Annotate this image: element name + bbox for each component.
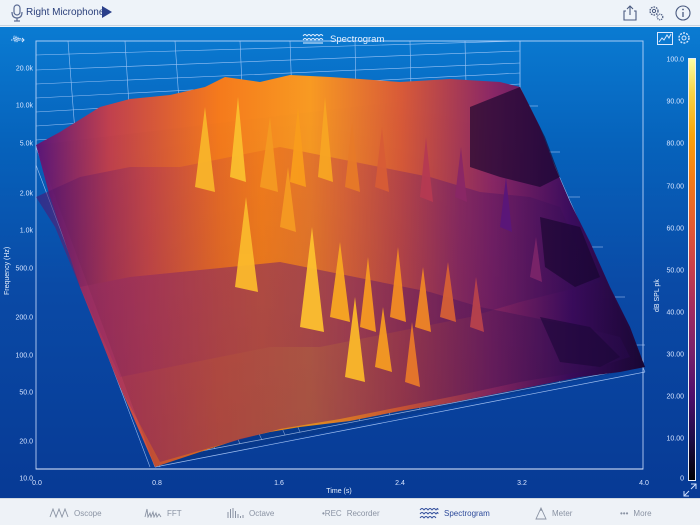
x-tick-label: 0.0: [32, 480, 42, 487]
colorbar-tick: 70.00: [666, 183, 684, 191]
more-dots-icon: •••: [620, 508, 629, 518]
y-tick-label: 20.0: [19, 438, 33, 446]
colorbar-tick: 30.00: [666, 351, 684, 359]
colorbar-tick: 10.00: [666, 435, 684, 443]
view-title: Spectrogram: [330, 34, 385, 45]
bottom-tab-bar: Oscope FFT Octave •REC Recorder Spectrog…: [0, 498, 700, 525]
y-tick-label: 5.0k: [19, 140, 33, 148]
colorbar-tick: 20.00: [666, 393, 684, 401]
gear-icon[interactable]: [677, 31, 691, 45]
y-tick-label: 10.0: [19, 475, 33, 483]
microphone-icon[interactable]: [10, 4, 24, 22]
spectrogram-icon: [302, 34, 324, 44]
tab-label: Oscope: [74, 508, 102, 518]
colorbar-tick: 100.0: [666, 56, 684, 64]
x-tick-label: 1.6: [274, 480, 284, 487]
x-tick-label: 4.0: [639, 480, 649, 487]
y-tick-label: 500.0: [15, 265, 33, 273]
input-source-label[interactable]: Right Microphone: [26, 7, 105, 18]
y-tick-label: 50.0: [19, 389, 33, 397]
colorbar-tick: 80.00: [666, 140, 684, 148]
graph-display-icon[interactable]: [657, 32, 673, 45]
tab-label: Octave: [249, 508, 275, 518]
expand-icon[interactable]: [683, 483, 697, 497]
share-icon[interactable]: [621, 4, 639, 22]
colorbar-title: dB SPL pk: [654, 279, 661, 312]
y-tick-label: 2.0k: [19, 190, 33, 198]
meter-icon: [535, 506, 547, 519]
tab-label: More: [633, 508, 652, 518]
tab-oscope[interactable]: Oscope: [49, 505, 102, 521]
colorbar-tick: 60.00: [666, 225, 684, 233]
tab-recorder[interactable]: •REC Recorder: [322, 505, 380, 521]
tab-label: Spectrogram: [444, 508, 490, 518]
x-tick-label: 0.8: [152, 480, 162, 487]
y-tick-label: 10.0k: [15, 102, 33, 110]
colorbar-tick: 90.00: [666, 98, 684, 106]
signal-waveform-icon[interactable]: [10, 34, 28, 44]
x-tick-label: 3.2: [517, 480, 527, 487]
oscilloscope-icon: [49, 508, 69, 518]
spectrogram-3d-plot[interactable]: [0, 27, 700, 498]
y-tick-label: 200.0: [15, 314, 33, 322]
y-tick-label: 1.0k: [19, 227, 33, 235]
tab-label: Meter: [552, 508, 573, 518]
tab-meter[interactable]: Meter: [535, 505, 572, 521]
colorbar-tick: 0: [680, 475, 684, 483]
spectrogram-view: Spectrogram: [0, 27, 700, 498]
x-tick-label: 2.4: [395, 480, 405, 487]
top-navigation-bar: Right Microphone: [0, 0, 700, 26]
record-icon: •REC: [322, 508, 342, 518]
fft-icon: [144, 508, 162, 518]
y-tick-label: 20.0k: [15, 65, 33, 73]
spectrogram-icon: [419, 508, 439, 519]
colorbar-tick: 40.00: [666, 309, 684, 317]
colorbar-tick: 50.00: [666, 267, 684, 275]
tab-fft[interactable]: FFT: [144, 505, 182, 521]
octave-bars-icon: [227, 508, 244, 518]
y-tick-label: 100.0: [15, 352, 33, 360]
play-icon[interactable]: [102, 6, 112, 18]
tab-more[interactable]: ••• More: [620, 505, 652, 521]
tab-label: FFT: [167, 508, 182, 518]
tab-octave[interactable]: Octave: [226, 505, 274, 521]
info-icon[interactable]: [674, 4, 692, 22]
y-axis-title: Frequency (Hz): [4, 246, 11, 295]
tab-spectrogram[interactable]: Spectrogram: [419, 505, 490, 521]
colorbar: [688, 58, 696, 481]
settings-gears-icon[interactable]: [647, 4, 665, 22]
x-axis-title: Time (s): [326, 488, 352, 495]
tab-label: Recorder: [346, 508, 380, 518]
